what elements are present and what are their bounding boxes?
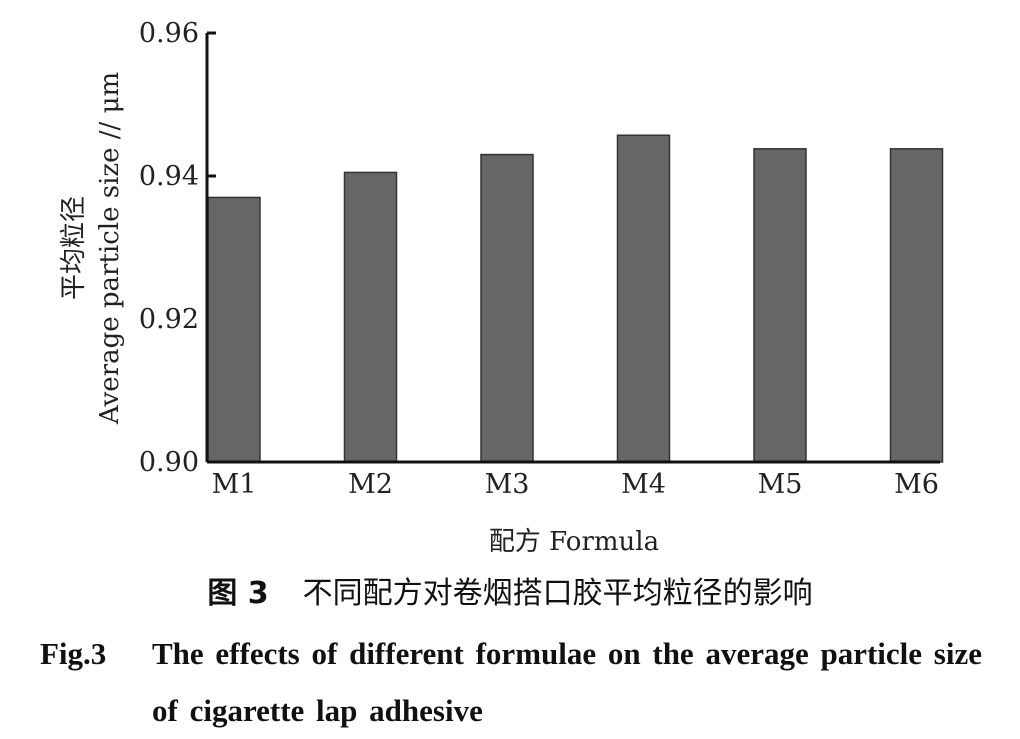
figure-title-en: The effects of different formulae on the… — [152, 636, 982, 728]
figure-number-cn: 图 3 — [207, 576, 269, 611]
bar-m6 — [889, 148, 944, 463]
x-tick-label-m5: M5 — [758, 469, 803, 500]
x-axis-title: 配方 Formula — [489, 527, 659, 557]
y-axis-title-cn: 平均粒径 — [59, 196, 89, 300]
x-tick-label-m2: M2 — [348, 469, 393, 500]
bar-m3 — [480, 153, 534, 463]
figure-caption-cn: 图 3 不同配方对卷烟搭口胶平均粒径的影响 — [0, 568, 1020, 612]
x-tick-label-m4: M4 — [621, 469, 666, 500]
figure-number-en: Fig.3 — [40, 636, 107, 671]
x-axis-tick-labels: M1 M2 M3 M4 M5 M6 — [212, 469, 939, 500]
y-axis-ticks: 0.90 0.92 0.94 0.96 — [139, 18, 216, 478]
bar-m5 — [753, 148, 807, 463]
y-tick-label: 0.94 — [139, 161, 199, 192]
y-axis-title-en: Average particle size // μm — [95, 72, 125, 425]
bars — [207, 134, 944, 463]
y-tick-label: 0.92 — [139, 304, 199, 335]
bar-m2 — [343, 171, 398, 463]
x-tick-label-m3: M3 — [485, 469, 530, 500]
x-tick-label-m1: M1 — [212, 469, 257, 500]
bar-chart: 0.90 0.92 0.94 0.96 M1 M2 M3 M4 M5 M6 平均粒径 Avera… — [59, 18, 944, 557]
bar-m1 — [207, 196, 261, 463]
y-tick-label: 0.96 — [139, 18, 199, 49]
x-tick-label-m6: M6 — [894, 469, 939, 500]
bar-m4 — [616, 134, 671, 463]
figure-title-cn: 不同配方对卷烟搭口胶平均粒径的影响 — [302, 576, 813, 611]
y-tick-label: 0.90 — [139, 447, 199, 478]
